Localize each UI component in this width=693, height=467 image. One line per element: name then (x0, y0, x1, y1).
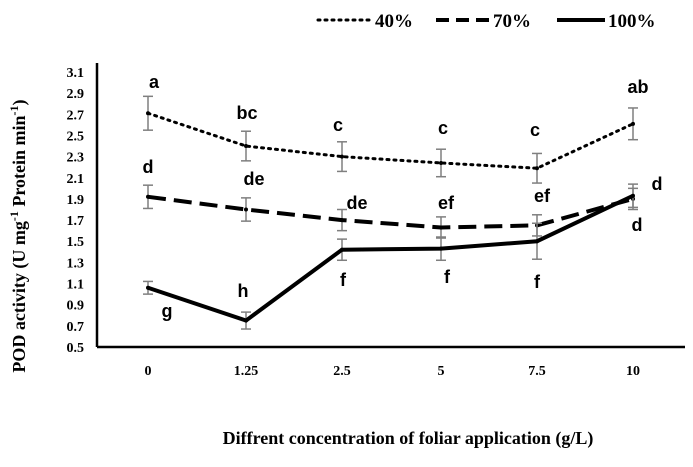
x-axis-label: Diffrent concentration of foliar applica… (223, 428, 594, 449)
significance-letter: ef (534, 186, 551, 206)
data-point (244, 207, 248, 212)
y-axis-label-end: ) (9, 99, 30, 105)
x-tick-label: 2.5 (333, 364, 351, 379)
legend-label-70: 70% (493, 11, 531, 32)
data-point (146, 285, 150, 290)
legend: 40% 70% 100% (316, 11, 656, 32)
significance-letters: a bc c c c ab d de de ef ef d g h f f f d (143, 72, 663, 321)
x-tick-label: 5 (438, 364, 445, 379)
y-axis-label-main: POD activity (U mg (9, 221, 30, 372)
series-line-40 (146, 111, 635, 170)
significance-letter: f (534, 272, 541, 292)
y-tick-label: 0.7 (67, 320, 85, 335)
significance-letter: de (243, 169, 264, 189)
significance-letter: d (652, 174, 663, 194)
significance-letter: a (149, 72, 160, 92)
y-tick-label: 1.9 (67, 193, 85, 208)
y-tick-label: 0.5 (67, 341, 85, 356)
series-line-70 (147, 194, 634, 230)
y-tick-label: 2.3 (67, 151, 85, 166)
series-100 (143, 183, 638, 330)
y-tick-label: 1.7 (67, 214, 85, 229)
y-tick-label: 2.1 (67, 172, 85, 187)
data-point (535, 166, 539, 171)
series-layer (143, 95, 638, 330)
y-tick-label: 1.5 (67, 235, 85, 250)
y-tick-label: 1.1 (67, 278, 85, 293)
series-40 (143, 95, 638, 184)
data-point (340, 247, 344, 252)
y-axis-label-sup2: -1 (7, 105, 21, 115)
significance-letter: g (162, 301, 173, 321)
x-tick-labels: 0 1.25 2.5 5 7.5 10 (145, 364, 641, 379)
legend-label-40: 40% (375, 11, 413, 32)
data-point (439, 160, 443, 165)
significance-letter: de (346, 193, 367, 213)
data-point (146, 111, 150, 116)
y-tick-labels: 0.5 0.7 0.9 1.1 1.3 1.5 1.7 1.9 2.1 2.3 2.5 2.7 2.9 3… (67, 66, 85, 356)
significance-letter: d (143, 157, 154, 177)
y-tick-label: 2.7 (67, 108, 85, 123)
data-point (146, 194, 150, 199)
data-point (340, 154, 344, 159)
significance-letter: f (340, 270, 347, 290)
y-tick-label: 2.5 (67, 129, 85, 144)
y-tick-label: 2.9 (67, 87, 85, 102)
y-axis-label-sup1: -1 (7, 211, 21, 221)
data-point (439, 225, 443, 230)
data-point (535, 239, 539, 244)
y-tick-label: 3.1 (67, 66, 85, 81)
significance-letter: c (438, 118, 448, 138)
significance-letter: d (632, 215, 643, 235)
significance-letter: c (333, 115, 343, 135)
significance-letter: f (444, 267, 451, 287)
significance-letter: c (530, 120, 540, 140)
x-tick-label: 7.5 (528, 364, 546, 379)
x-tick-label: 0 (145, 364, 152, 379)
significance-letter: h (238, 281, 249, 301)
series-line-100 (147, 193, 634, 323)
y-axis-label: POD activity (U mg-1 Protein min-1) (7, 99, 30, 372)
data-point (631, 121, 635, 126)
significance-letter: ef (438, 193, 455, 213)
x-tick-label: 10 (626, 364, 640, 379)
y-tick-label: 1.3 (67, 256, 85, 271)
x-tick-label: 1.25 (234, 364, 259, 379)
data-point (244, 318, 248, 323)
significance-letter: bc (236, 103, 257, 123)
data-point (340, 218, 344, 223)
data-point (439, 246, 443, 251)
significance-letter: ab (627, 77, 648, 97)
legend-label-100: 100% (608, 11, 656, 32)
data-point (631, 193, 635, 198)
data-point (244, 144, 248, 149)
y-axis-label-mid: Protein min (9, 115, 29, 211)
y-tick-label: 0.9 (67, 299, 85, 314)
